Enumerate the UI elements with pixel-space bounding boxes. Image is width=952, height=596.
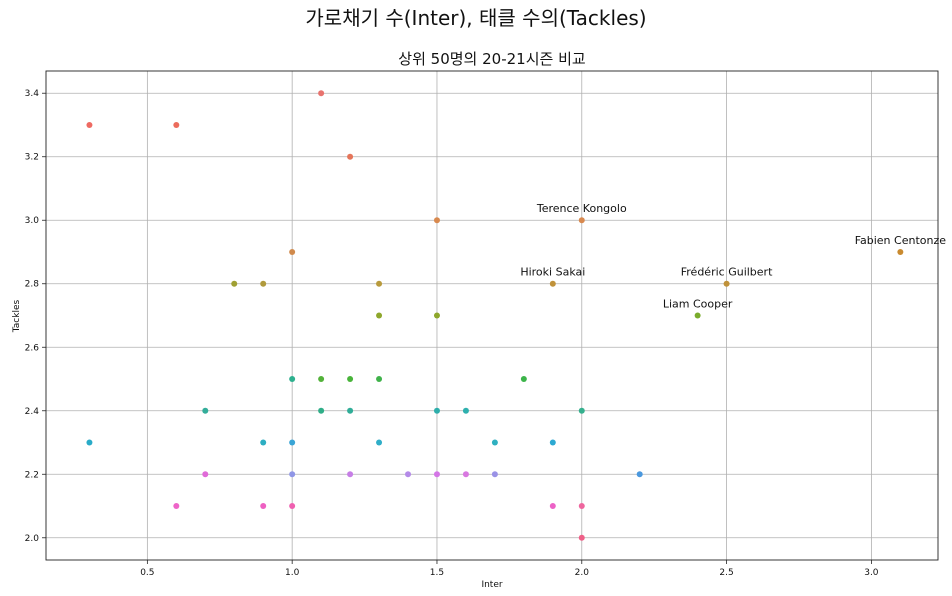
data-point [289, 376, 296, 383]
data-point [491, 439, 498, 446]
data-point [433, 407, 440, 414]
x-axis-title: Inter [481, 580, 502, 590]
y-tick-label: 2.0 [25, 534, 40, 544]
data-point [376, 376, 383, 383]
x-tick-label: 1.0 [285, 568, 300, 578]
x-tick-label: 2.0 [575, 568, 590, 578]
data-point [549, 280, 556, 287]
data-point [289, 439, 296, 446]
data-point [376, 280, 383, 287]
data-point [318, 407, 325, 414]
player-annotation: Terence Kongolo [536, 202, 627, 215]
data-point [549, 439, 556, 446]
player-annotation: Liam Cooper [663, 298, 733, 311]
data-point [405, 471, 412, 478]
y-tick-label: 3.2 [25, 153, 39, 163]
data-point [86, 121, 93, 128]
grid-layer [46, 71, 938, 560]
data-point [202, 471, 209, 478]
y-tick-label: 2.6 [25, 343, 40, 353]
chart-title: 상위 50명의 20-21시즌 비교 [398, 50, 585, 68]
plot-area-frame [45, 70, 939, 561]
player-annotation: Fabien Centonze [855, 234, 947, 247]
y-tick-label: 3.4 [25, 89, 40, 99]
x-tick-label: 0.5 [140, 568, 154, 578]
player-annotation: Frédéric Guilbert [681, 266, 773, 279]
x-tick-label: 1.5 [430, 568, 444, 578]
data-point [433, 312, 440, 319]
data-point [231, 280, 238, 287]
data-point [723, 280, 730, 287]
y-tick-label: 2.8 [25, 280, 40, 290]
x-tick-label: 2.5 [719, 568, 733, 578]
y-axis-title: Tackles [12, 299, 22, 333]
x-axis: 0.5 1.0 1.5 2.0 2.5 3.0 [140, 560, 879, 578]
data-point [694, 312, 701, 319]
y-tick-label: 3.0 [25, 216, 40, 226]
data-point [578, 407, 585, 414]
annotations-layer: Terence Kongolo Fabien Centonze Hiroki Sak… [520, 202, 946, 310]
data-point [636, 471, 643, 478]
figure-suptitle: 가로채기 수(Inter), 태클 수의(Tackles) [305, 6, 647, 30]
y-tick-label: 2.2 [25, 470, 39, 480]
data-point [462, 407, 469, 414]
data-point [897, 248, 904, 255]
player-annotation: Hiroki Sakai [520, 266, 585, 279]
y-axis: 2.0 2.2 2.4 2.6 2.8 3.0 3.2 3.4 [25, 89, 46, 544]
data-point [578, 217, 585, 224]
data-point [578, 503, 585, 510]
data-point [347, 153, 354, 160]
data-point [318, 376, 325, 383]
data-point [289, 248, 296, 255]
y-tick-label: 2.4 [25, 407, 40, 417]
x-tick-label: 3.0 [864, 568, 879, 578]
data-point [376, 439, 383, 446]
data-point [376, 312, 383, 319]
data-point [289, 503, 296, 510]
data-point [549, 503, 556, 510]
data-point [202, 407, 209, 414]
data-point [462, 471, 469, 478]
points-layer [86, 90, 904, 541]
data-point [433, 471, 440, 478]
data-point [289, 471, 296, 478]
data-point [347, 376, 354, 383]
data-point [347, 407, 354, 414]
data-point [318, 90, 325, 97]
data-point [347, 471, 354, 478]
data-point [86, 439, 93, 446]
data-point [520, 376, 527, 383]
data-point [578, 534, 585, 541]
data-point [491, 471, 498, 478]
data-point [260, 439, 267, 446]
data-point [260, 503, 267, 510]
data-point [173, 503, 180, 510]
data-point [260, 280, 267, 287]
data-point [433, 217, 440, 224]
data-point [173, 121, 180, 128]
